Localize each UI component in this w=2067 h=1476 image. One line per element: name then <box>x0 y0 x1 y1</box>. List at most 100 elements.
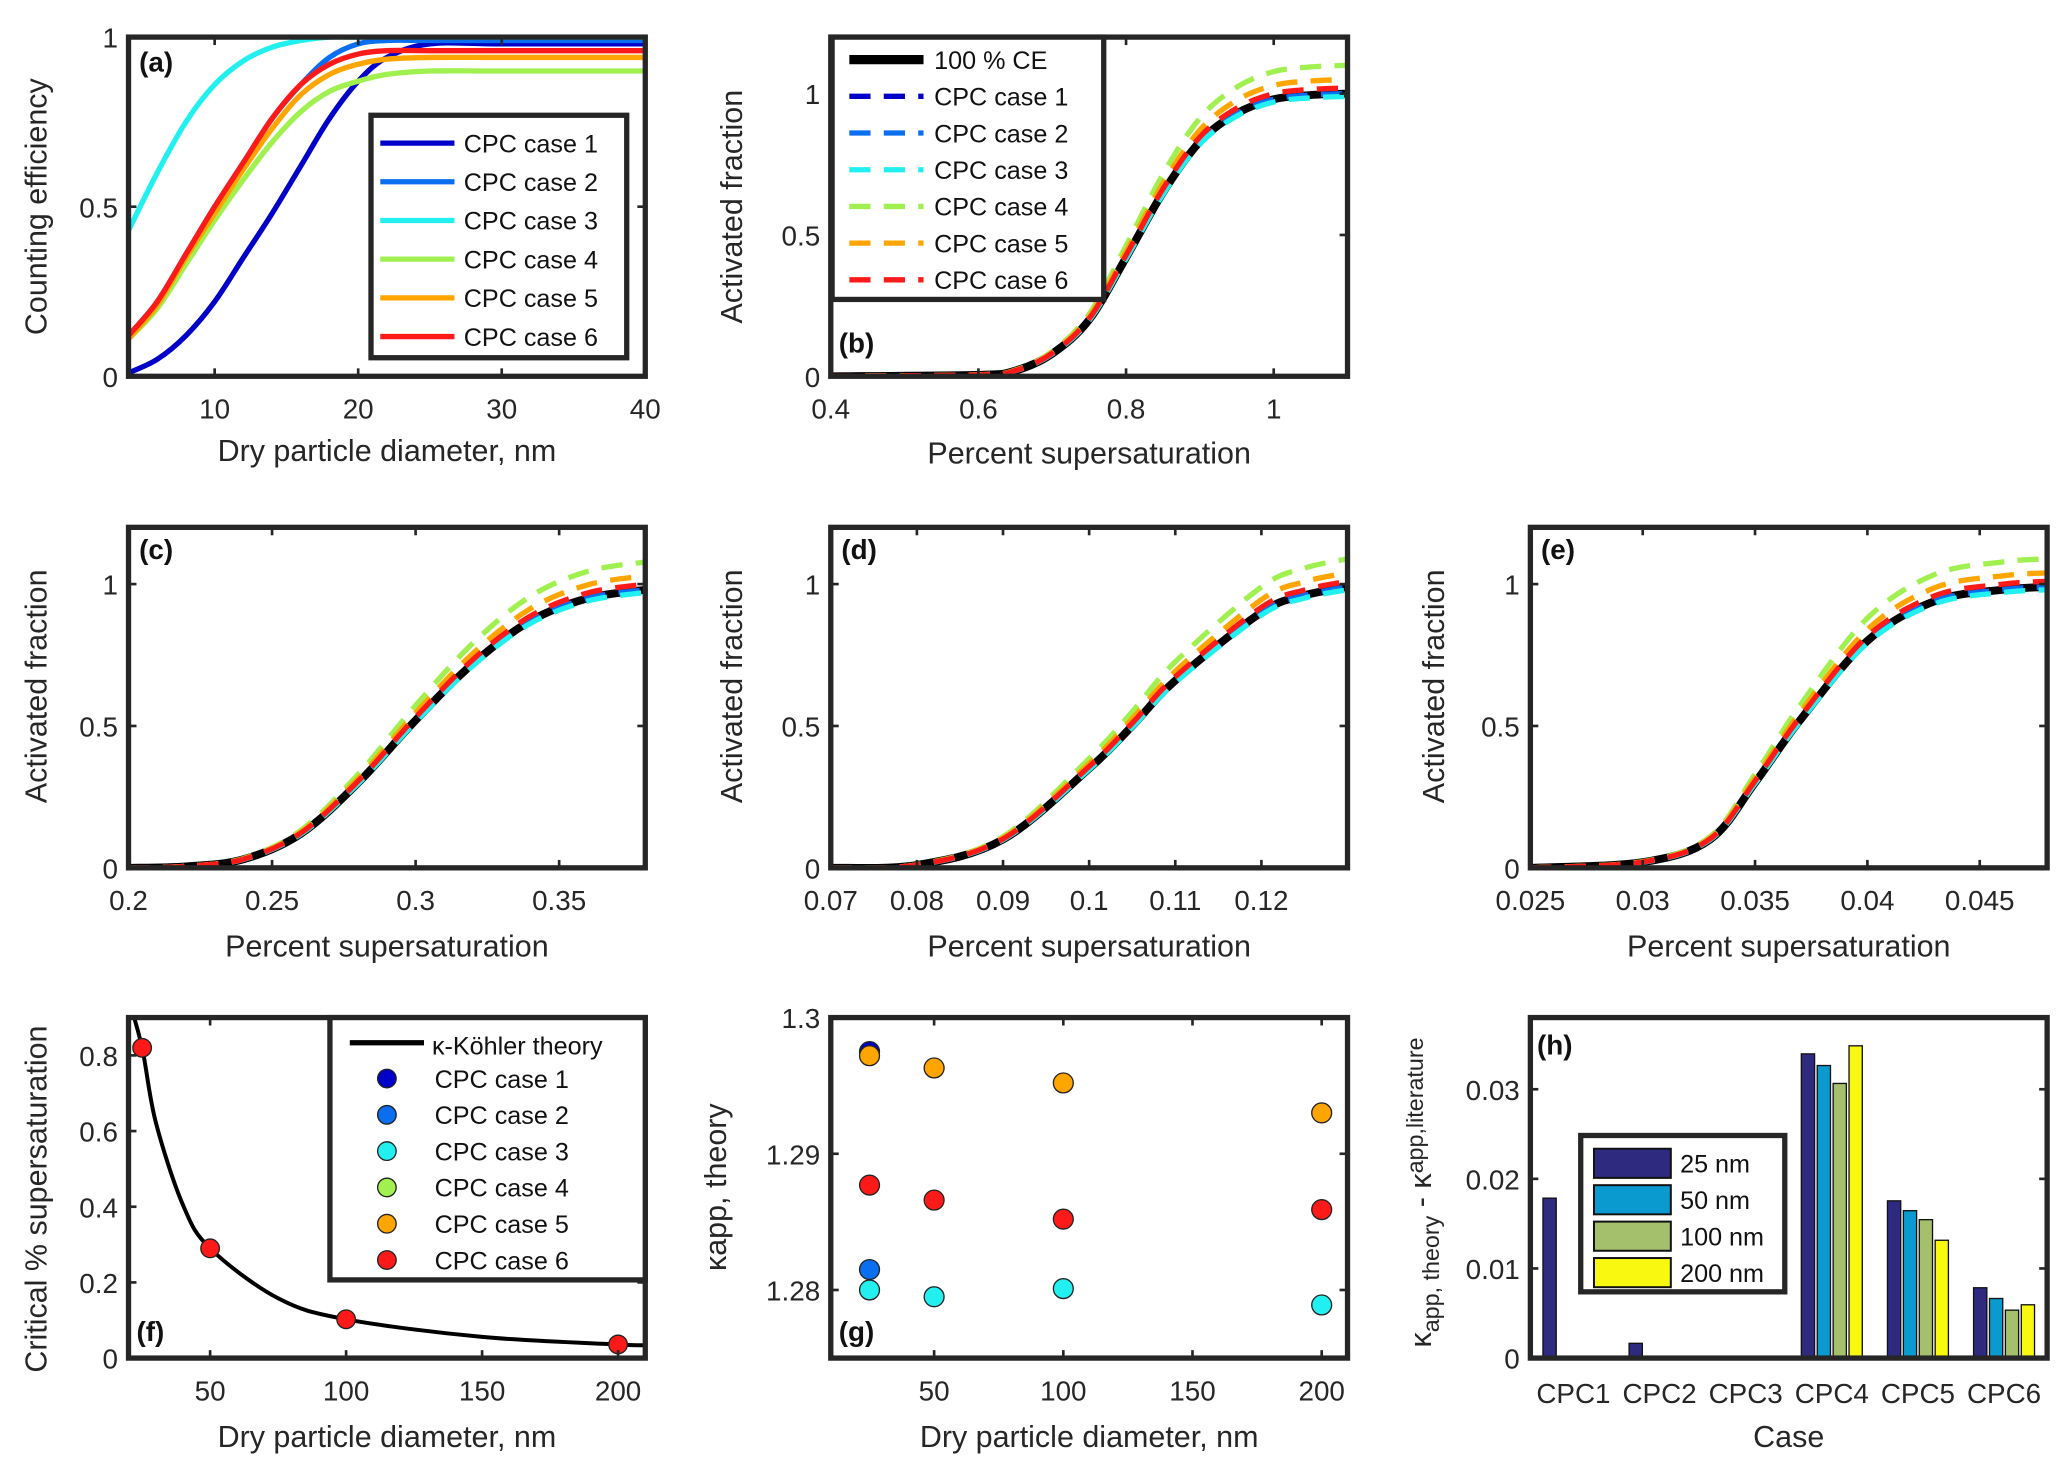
legend-label: CPC case 1 <box>934 84 1068 112</box>
x-axis-label: Dry particle diameter, nm <box>920 1420 1259 1454</box>
x-tick-label: 0.03 <box>1616 885 1670 916</box>
bar <box>1628 1342 1643 1359</box>
bar <box>1902 1210 1918 1359</box>
legend-label: 100 % CE <box>934 47 1047 75</box>
series-line-case-4 <box>1530 556 2048 868</box>
bar <box>1918 1218 1934 1359</box>
y-tick-label: 1.29 <box>766 1139 820 1170</box>
y-axis-label: Activated fraction <box>715 569 749 803</box>
panel-label: (c) <box>139 534 173 565</box>
data-point <box>336 1309 357 1330</box>
series-line-case-3 <box>128 589 646 868</box>
data-point-case6 <box>858 1174 881 1196</box>
legend-marker <box>376 1068 397 1089</box>
legend-swatch <box>1592 1220 1672 1252</box>
x-tick-label: 0.6 <box>959 394 998 425</box>
y-axis-label: Critical % supersaturation <box>19 1026 53 1373</box>
panel-d: 0.07 0.08 0.09 0.1 0.11 0.12 0 0.5 1 Activated fr… <box>715 524 1351 964</box>
plot-area <box>1542 1045 2036 1359</box>
legend-marker <box>376 1141 397 1162</box>
panel-label: (h) <box>1537 1030 1573 1061</box>
x-tick-label: 0.11 <box>1149 885 1201 916</box>
bar <box>1832 1082 1848 1359</box>
x-tick-label: CPC6 <box>1967 1378 2041 1409</box>
x-tick-label: 50 <box>195 1375 226 1406</box>
y-tick-label: 0 <box>805 362 820 393</box>
series-line-100-ce <box>830 583 1348 868</box>
x-axis-label: Case <box>1753 1420 1824 1454</box>
legend: 100 % CE CPC case 1 CPC case 2 CPC case 3 CP… <box>829 34 1107 303</box>
x-tick-label: 10 <box>199 394 230 425</box>
legend-label: CPC case 3 <box>934 157 1068 185</box>
legend-label: CPC case 1 <box>435 1066 569 1094</box>
x-tick-label: 0.2 <box>109 885 148 916</box>
legend-marker <box>376 1213 397 1234</box>
legend-label: 100 nm <box>1680 1223 1764 1251</box>
plot-area <box>132 1017 646 1355</box>
x-tick-label: 200 <box>595 1375 641 1406</box>
data-point <box>132 1037 153 1058</box>
series-line-case-4 <box>830 62 1348 377</box>
data-point-case5 <box>858 1045 881 1067</box>
legend-label: CPC case 3 <box>435 1138 569 1166</box>
x-tick-label: 100 <box>323 1375 369 1406</box>
y-tick-label: 1 <box>805 79 820 110</box>
x-axis-label: Dry particle diameter, nm <box>218 434 557 468</box>
y-tick-label: 0.5 <box>1481 712 1520 743</box>
x-axis-label: Percent supersaturation <box>225 930 549 964</box>
y-tick-label: 0.2 <box>79 1268 118 1299</box>
y-tick-label: 0 <box>102 853 117 884</box>
panel-label: (d) <box>841 534 877 565</box>
y-tick-label: 0 <box>102 362 117 393</box>
series-line-4 <box>128 68 646 341</box>
x-tick-label: 0.8 <box>1107 394 1146 425</box>
series-line-case-2 <box>128 587 646 868</box>
y-tick-label: 0 <box>1504 853 1519 884</box>
y-axis-label-part: app,literature <box>1402 1037 1428 1173</box>
y-tick-label: 1 <box>805 570 820 601</box>
bar <box>2020 1304 2036 1359</box>
data-point-case5 <box>923 1057 945 1079</box>
x-axis-label: Percent supersaturation <box>927 437 1251 471</box>
x-tick-label: 0.12 <box>1234 885 1288 916</box>
y-axis-label-part: κ <box>1404 1332 1438 1348</box>
legend-label: 50 nm <box>1680 1187 1750 1215</box>
series-line-6 <box>128 47 646 338</box>
x-tick-label: CPC3 <box>1709 1378 1783 1409</box>
y-tick-label: 0.03 <box>1466 1075 1520 1106</box>
panel-e: 0.025 0.03 0.035 0.04 0.045 0 0.5 1 Activated fr… <box>1417 524 2050 964</box>
panel-label: (f) <box>136 1316 164 1347</box>
x-tick-label: 30 <box>486 394 517 425</box>
y-tick-label: 0.6 <box>79 1117 118 1148</box>
legend-label: CPC case 3 <box>464 208 598 236</box>
bar <box>1800 1053 1816 1359</box>
legend-box <box>368 112 630 361</box>
series-line-case-5 <box>128 573 646 868</box>
bar <box>1972 1287 1988 1359</box>
y-tick-label: 0.02 <box>1466 1164 1520 1195</box>
x-tick-label: 0.035 <box>1720 885 1790 916</box>
legend: CPC case 1 CPC case 2 CPC case 3 CPC case 4… <box>368 112 630 361</box>
series-line-case-3 <box>830 587 1348 868</box>
y-tick-label: 0 <box>102 1344 117 1375</box>
legend-label: CPC case 5 <box>464 285 598 313</box>
series-line-case-6 <box>830 85 1348 377</box>
series-line-case-1 <box>830 584 1348 868</box>
bar <box>1988 1297 2004 1359</box>
y-tick-label: 0 <box>805 853 820 884</box>
plot-area <box>128 37 646 376</box>
y-axis-label-part: app, theory <box>1418 1215 1444 1332</box>
data-point-case5 <box>1052 1072 1074 1094</box>
x-tick-label: CPC1 <box>1536 1378 1610 1409</box>
legend-label: CPC case 6 <box>435 1247 569 1275</box>
legend-label: CPC case 2 <box>464 169 598 197</box>
data-point-case6 <box>1311 1199 1333 1221</box>
series-line-case-5 <box>830 570 1348 868</box>
data-point-case3 <box>1052 1278 1074 1300</box>
data-point-case3 <box>923 1286 945 1308</box>
x-tick-label: 0.35 <box>532 885 586 916</box>
legend-label: CPC case 5 <box>435 1211 569 1239</box>
y-tick-label: 1 <box>1504 570 1519 601</box>
x-tick-label: CPC2 <box>1622 1378 1696 1409</box>
bar <box>1934 1239 1950 1359</box>
